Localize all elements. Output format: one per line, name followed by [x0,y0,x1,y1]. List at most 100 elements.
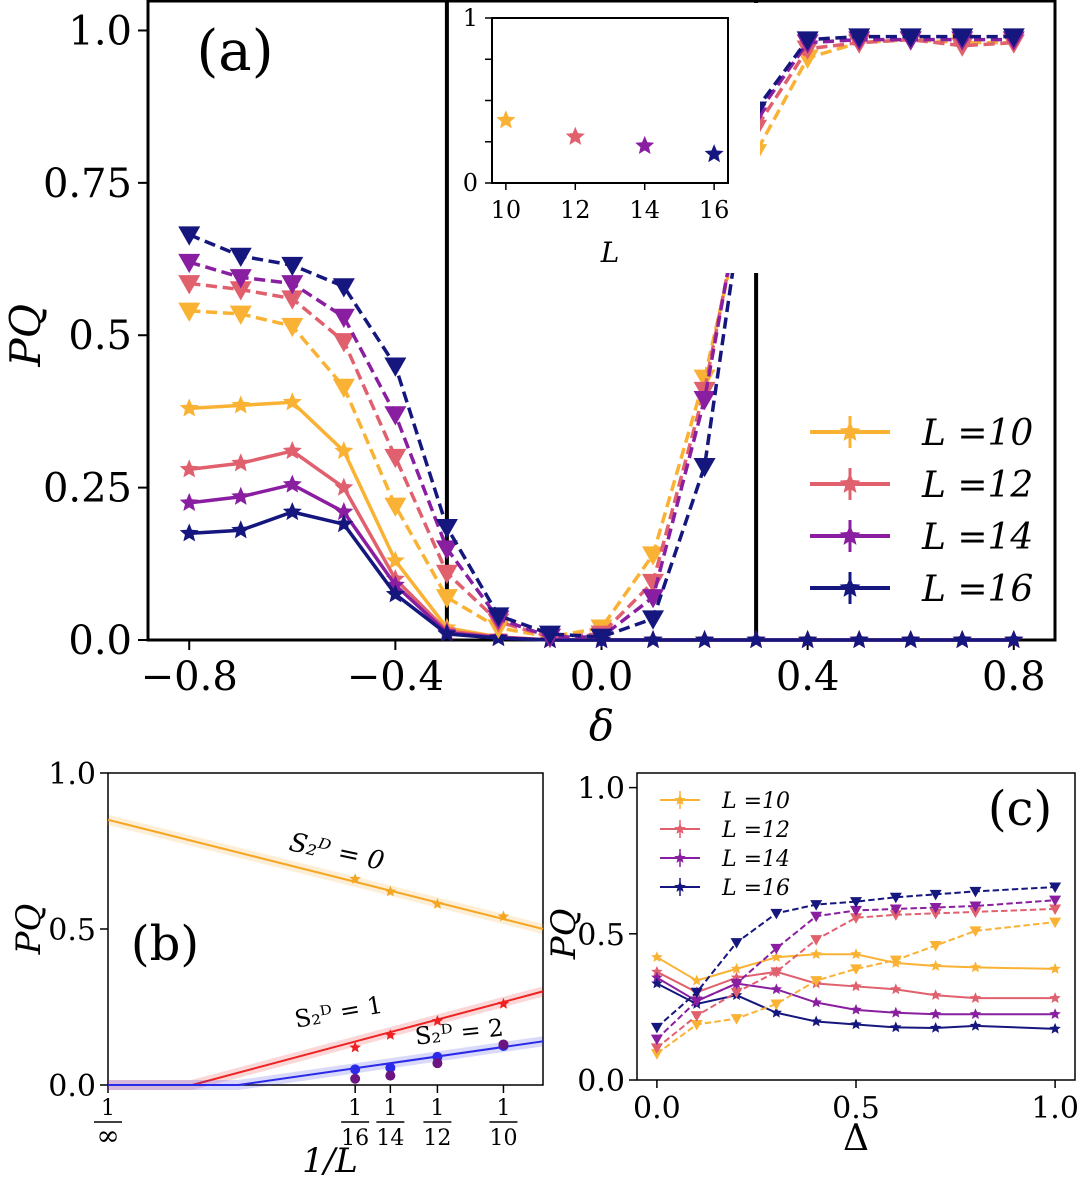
panel-a-inset-x-tick-label: 16 [699,196,730,224]
panel-b-point [498,1039,509,1050]
panel-c-point [770,951,783,963]
panel-a-point [384,406,407,426]
panel-b-x-tick-num: 1 [430,1096,444,1121]
panel-a-inset-y-tick-label: 0 [463,169,478,197]
panel-a-point [693,458,716,478]
panel-c-x-tick-label: 1.0 [1031,1091,1079,1126]
panel-c-point [690,987,703,999]
panel-a-point [178,302,201,322]
panel-c-legend-marker [674,823,686,834]
panel-a-point [435,564,458,584]
panel-c-point [1049,992,1061,1003]
panel-b-y-tick-label: 0.5 [48,913,96,948]
panel-c-point [1049,1022,1061,1034]
panel-c-point [929,1021,942,1033]
panel-a-point [642,589,665,609]
panel-c-point [890,983,902,995]
panel-b-point [385,1062,396,1073]
panel-c-point [850,1018,862,1030]
panel-b-point [349,1041,361,1053]
panel-a-point [384,357,407,377]
panel-a-point [798,630,818,649]
panel-c-point [690,1019,703,1031]
panel-c-point [810,900,823,911]
panel-c-point [651,951,663,963]
panel-c-point [651,965,663,977]
panel-c-point [969,1019,982,1031]
panel-a-point [435,518,458,539]
panel-c-point [810,948,822,960]
panel-c-point [850,905,862,917]
panel-c-legend-marker [674,852,686,863]
panel-b-x-tick-num: 1 [101,1096,115,1121]
panel-c-point [730,979,743,990]
panel-a-point [281,275,304,295]
panel-c-series-line [656,970,1056,1000]
panel-a-point [229,247,252,267]
panel-c-point [969,992,982,1003]
panel-c-point [1049,962,1061,974]
panel-c-point [850,964,862,975]
panel-c-point [1049,917,1062,929]
panel-c-point [969,901,982,913]
panel-a-legend-marker [839,421,861,441]
panel-c-point [969,1008,982,1020]
panel-c-legend-label: L =14 [721,847,790,872]
panel-a-series-line [189,400,1014,642]
panel-a-legend-label: L =10 [921,413,1033,454]
panel-a-y-tick-label: 1.0 [68,8,132,54]
panel-c-point [730,987,743,999]
panel-a-inset-point [496,110,516,129]
panel-a-series-line [189,449,1014,642]
panel-c-series-line [656,953,1056,982]
panel-c-point [929,989,942,1001]
panel-a-y-tick-label: 0.0 [68,618,132,664]
panel-a-point [231,520,251,539]
panel-a-point [849,630,869,649]
panel-a-point [643,630,663,649]
panel-a-point [178,253,201,274]
panel-a-point [231,486,251,505]
panel-c-point [850,1003,862,1015]
panel-c-point [651,971,663,983]
panel-a-y-tick-label: 0.25 [43,466,132,512]
panel-b-x-label: 1/L [302,1141,358,1177]
panel-c-point [651,977,663,989]
panel-a-inset-x-tick-label: 14 [629,196,660,224]
panel-c-x-label: Δ [843,1118,869,1159]
panel-b-point [350,1064,361,1075]
panel-c-point [929,889,942,901]
panel-c-y-tick-label: 1.0 [577,772,625,807]
panel-a-point [642,610,665,630]
panel-c-point [969,926,982,937]
panel-a-point [334,477,354,496]
panel-c-point [810,911,823,923]
panel-a-inset-point [565,126,585,145]
panel-c-legend-marker [674,881,686,892]
panel-c-point [850,948,862,960]
panel-a-legend-label: L =16 [921,569,1033,610]
panel-a-point [385,584,405,603]
panel-a-point [384,497,407,517]
panel-a-inset-x-label: L [600,236,620,269]
panel-b-y-tick-label: 0.0 [48,1069,96,1104]
panel-a-point [746,630,766,649]
panel-a-point [282,392,302,411]
panel-a-point [590,628,613,648]
panel-b-x-tick-num: 1 [496,1096,510,1121]
panel-a-point [435,589,458,609]
panel-b-point [350,1073,361,1084]
panel-a-x-tick-label: 0.8 [982,654,1046,700]
panel-a: −0.8 −0.4 0.0 0.4 0.8 0.0 0.25 0.5 0.75 1.0 δ PQ (a)… [1,0,1057,750]
panel-c-point [890,1006,902,1018]
panel-c-point [890,1021,902,1033]
panel-c-point [929,959,942,971]
panel-c-point [1049,1008,1061,1020]
panel-c-point [969,886,982,898]
panel-a-point [332,308,355,328]
panel-a-point [332,333,355,353]
panel-c-point [650,1034,663,1046]
panel-c-y-tick-label: 0.0 [577,1064,625,1099]
panel-b-tag: (b) [131,916,199,972]
